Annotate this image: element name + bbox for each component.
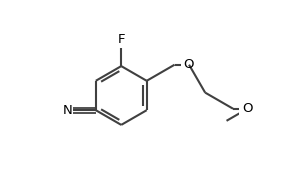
Text: O: O <box>242 102 253 115</box>
Text: N: N <box>62 104 72 117</box>
Text: O: O <box>184 58 194 71</box>
Text: F: F <box>118 33 125 46</box>
